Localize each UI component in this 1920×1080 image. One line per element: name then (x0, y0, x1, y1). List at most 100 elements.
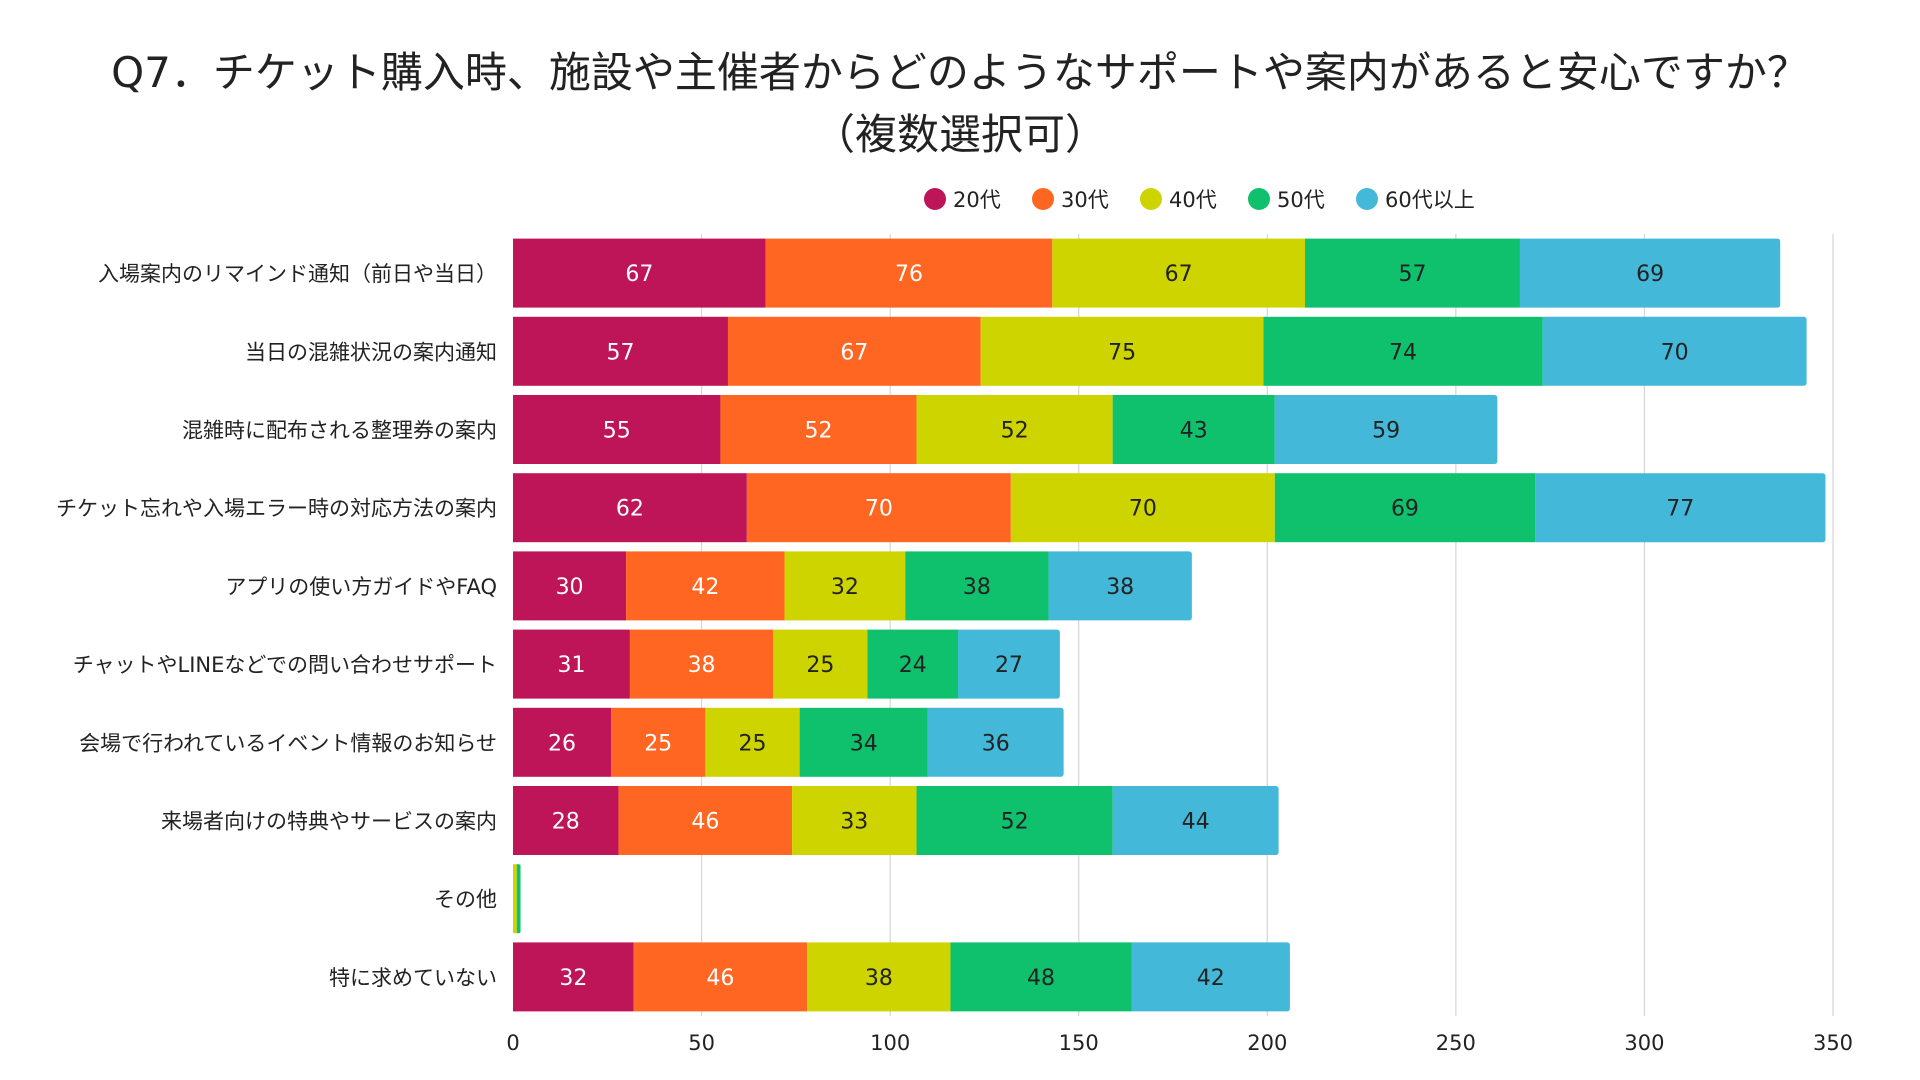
bar-value-label: 42 (1197, 966, 1225, 991)
bar-value-label: 70 (1661, 340, 1689, 365)
category-label: チケット忘れや入場エラー時の対応方法の案内 (56, 497, 497, 521)
bar-segment (516, 864, 521, 934)
bar-segment (867, 629, 959, 699)
bar-value-label: 30 (556, 575, 584, 600)
bar-value-label: 67 (625, 262, 653, 287)
x-tick-label: 50 (688, 1031, 715, 1055)
bar-value-label: 36 (982, 731, 1010, 756)
bar-segment (799, 707, 928, 777)
bar-segment (513, 707, 612, 777)
bar-segment (1263, 316, 1543, 386)
x-tick-label: 200 (1247, 1031, 1287, 1055)
bar-segment (792, 786, 917, 855)
category-label: 会場で行われているイベント情報のお知らせ (79, 731, 497, 755)
bar-value-label: 69 (1636, 262, 1664, 287)
bar-segment (705, 707, 800, 777)
bar-value-label: 67 (1165, 262, 1193, 287)
x-tick-label: 150 (1059, 1031, 1099, 1055)
bar-segment (958, 629, 1060, 699)
bar-segment (746, 473, 1011, 543)
bar-segment (784, 551, 906, 621)
bar-value-label: 76 (895, 262, 923, 287)
bar-segment (513, 316, 728, 386)
x-tick-label: 0 (506, 1031, 519, 1055)
bar-segment (1131, 942, 1290, 1012)
bar-value-label: 38 (1106, 575, 1134, 600)
bar-value-label: 74 (1389, 340, 1417, 365)
bar-segment (513, 786, 619, 855)
bar-segment (1048, 551, 1192, 621)
bar-value-label: 31 (557, 653, 585, 678)
bar-value-label: 55 (603, 419, 631, 444)
bar-segment (618, 786, 793, 855)
value-axis-tick-labels: 0 50 100 150 200 250 300 350 (506, 1031, 1853, 1055)
bar-segment (1112, 786, 1279, 855)
bar-segment (720, 395, 917, 464)
bar-segment (1052, 238, 1305, 308)
legend-item: 50代 (1248, 188, 1325, 212)
bar-segment (1274, 473, 1536, 543)
legend-label: 20代 (953, 188, 1001, 212)
x-tick-label: 300 (1624, 1031, 1664, 1055)
bar-segment (1010, 473, 1275, 543)
category-label: アプリの使い方ガイドやFAQ (225, 575, 497, 599)
bar-segment (1542, 316, 1807, 386)
bar-value-label: 34 (850, 731, 878, 756)
chart-title-line-1: Q7．チケット購入時、施設や主催者からどのようなサポートや案内があると安心ですか… (111, 48, 1809, 98)
bar-segment (513, 551, 627, 621)
chart-legend: 20代 30代 40代 50代 60代以上 (924, 188, 1475, 212)
legend-swatch (1140, 188, 1162, 210)
bar-value-label: 28 (552, 810, 580, 835)
bar-value-label: 32 (831, 575, 859, 600)
bar-segment (633, 942, 808, 1012)
bar-segment (727, 316, 981, 386)
bar-segment (1519, 238, 1781, 308)
bar-segment (1112, 395, 1275, 464)
bar-value-label: 32 (559, 966, 587, 991)
bar-segment (626, 551, 785, 621)
bar-value-label: 62 (616, 497, 644, 522)
legend-swatch (1032, 188, 1054, 210)
bar-segment (513, 395, 721, 464)
bar-segment (765, 238, 1053, 308)
bar-value-label: 24 (899, 653, 927, 678)
legend-swatch (1248, 188, 1270, 210)
chart-title: Q7．チケット購入時、施設や主催者からどのようなサポートや案内があると安心ですか… (0, 42, 1920, 166)
bar-segment (916, 786, 1113, 855)
bar-value-label: 52 (1001, 419, 1029, 444)
bar-value-label: 52 (1001, 810, 1029, 835)
bar-value-label: 25 (738, 731, 766, 756)
bar-value-label: 25 (806, 653, 834, 678)
bar-value-label: 57 (606, 340, 634, 365)
bar-value-label: 33 (840, 810, 868, 835)
category-label: 当日の混雑状況の案内通知 (245, 340, 497, 364)
bar-value-label: 46 (691, 810, 719, 835)
legend-label: 50代 (1277, 188, 1325, 212)
bar-value-label: 69 (1391, 497, 1419, 522)
bar-value-label: 52 (804, 419, 832, 444)
bar-segment (807, 942, 951, 1012)
bar-segment (513, 238, 766, 308)
category-label: 特に求めていない (329, 966, 497, 990)
bar-value-label: 25 (644, 731, 672, 756)
category-axis-labels: 入場案内のリマインド通知（前日や当日） 当日の混雑状況の案内通知混雑時に配布される… (56, 262, 497, 990)
category-label: 入場案内のリマインド通知（前日や当日） (98, 262, 497, 286)
category-label: 来場者向けの特典やサービスの案内 (161, 810, 497, 834)
legend-item: 20代 (924, 188, 1001, 212)
bar-segment (513, 473, 747, 543)
bar-segment (916, 395, 1113, 464)
bar-value-label: 59 (1372, 419, 1400, 444)
legend-swatch (1356, 188, 1378, 210)
bar-value-label: 70 (865, 497, 893, 522)
bar-value-label: 38 (688, 653, 716, 678)
bar-segment (513, 629, 630, 699)
bar-segment (629, 629, 774, 699)
bar-value-label: 48 (1027, 966, 1055, 991)
legend-swatch (924, 188, 946, 210)
bar-value-label: 57 (1398, 262, 1426, 287)
bar-value-label: 75 (1108, 340, 1136, 365)
bar-segment (513, 864, 517, 934)
category-label: 混雑時に配布される整理券の案内 (182, 419, 497, 443)
bar-segment (905, 551, 1049, 621)
